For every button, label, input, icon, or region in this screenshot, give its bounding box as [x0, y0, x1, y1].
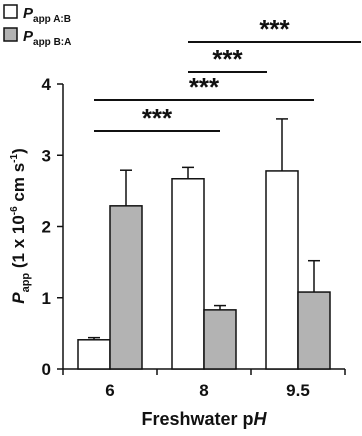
y-axis-tick-label: 0 — [42, 360, 51, 379]
y-axis-label-unit-suffix: ) — [9, 148, 28, 154]
legend-label-subscript: app A:B — [33, 14, 71, 25]
x-axis-label-prefix: Freshwater p — [141, 409, 253, 429]
y-axis-tick-label: 3 — [42, 146, 51, 165]
significance-label: *** — [142, 103, 173, 133]
legend-label: Papp A:B — [23, 5, 71, 25]
significance-label: *** — [212, 44, 243, 74]
bar — [171, 178, 205, 370]
y-axis-label-unit-prefix: (1 x 10 — [9, 215, 28, 273]
significance-label: *** — [189, 72, 220, 102]
axis-labels: Freshwater pH Papp (1 x 10-6 cm s-1) — [9, 148, 268, 429]
x-axis-tick-label: 6 — [105, 381, 114, 400]
x-axis-label-italic-part: H — [254, 409, 268, 429]
legend-label: Papp B:A — [23, 28, 71, 48]
x-axis-label: Freshwater pH — [141, 409, 267, 429]
legend-swatch — [3, 27, 18, 42]
legend-label-subscript: app B:A — [33, 37, 71, 48]
y-axis-label: Papp (1 x 10-6 cm s-1) — [9, 148, 32, 304]
significance-label: *** — [259, 14, 290, 44]
bar — [203, 309, 237, 370]
bar — [77, 339, 111, 370]
legend-label-symbol: P — [23, 5, 34, 22]
significance-annotations: ************ — [94, 14, 361, 133]
legend-swatch — [3, 4, 18, 19]
y-axis-label-subscript: app — [20, 273, 32, 293]
y-axis-label-unit-middle: cm s — [9, 163, 28, 206]
y-axis-tick-label: 1 — [42, 289, 51, 308]
error-bars — [88, 118, 320, 340]
y-axis-label-symbol: P — [9, 292, 28, 304]
x-axis-tick-label: 8 — [199, 381, 208, 400]
y-axis-label-exponent: -1 — [9, 153, 20, 162]
y-axis-label-exponent: -6 — [9, 206, 20, 215]
bars — [77, 170, 331, 370]
bar — [265, 170, 299, 370]
bar — [109, 205, 143, 370]
y-axis-tick-label: 4 — [42, 75, 52, 94]
legend-label-symbol: P — [23, 28, 34, 45]
y-axis-tick-label: 2 — [42, 218, 51, 237]
x-axis-tick-label: 9.5 — [286, 381, 310, 400]
bar — [297, 291, 331, 370]
